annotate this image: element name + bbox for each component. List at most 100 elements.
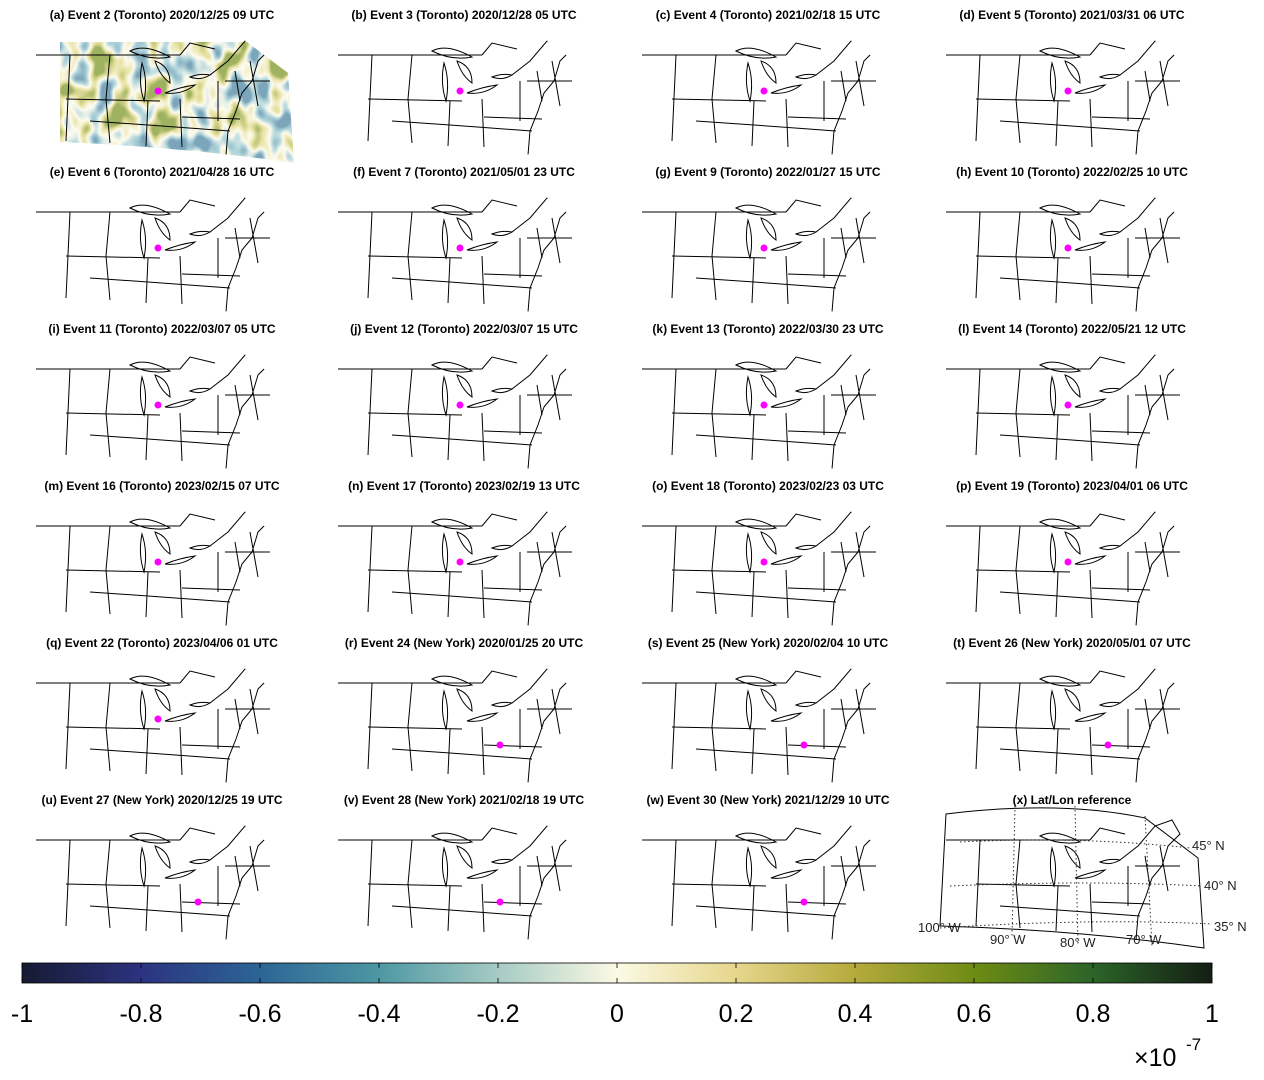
panel-title: (o) Event 18 (Toronto) 2023/02/23 03 UTC: [652, 479, 884, 493]
coastline: [1119, 34, 1181, 156]
border: [551, 217, 561, 264]
border: [407, 525, 413, 615]
border: [483, 901, 543, 905]
border: [407, 54, 413, 144]
coastline: [815, 348, 877, 470]
border: [179, 255, 183, 305]
lake: [1064, 688, 1081, 712]
border: [1089, 412, 1093, 462]
lake: [154, 374, 171, 398]
border: [551, 531, 561, 578]
colorbar-tick-label: -0.8: [119, 1000, 162, 1028]
border: [447, 257, 451, 304]
lake: [745, 846, 753, 888]
lake: [1074, 869, 1107, 879]
border: [999, 277, 1059, 283]
lake: [154, 60, 171, 84]
lake: [1049, 61, 1057, 103]
border: [671, 839, 677, 927]
border: [449, 124, 533, 132]
lake: [128, 361, 172, 373]
coastline: [511, 191, 573, 313]
field: [30, 493, 294, 634]
border: [481, 255, 485, 305]
border: [65, 54, 71, 142]
border: [447, 728, 451, 775]
lake: [154, 217, 171, 241]
city-marker: [800, 741, 808, 749]
border: [787, 430, 847, 434]
lake: [734, 361, 778, 373]
border: [234, 541, 241, 573]
border: [483, 744, 543, 748]
border: [1089, 255, 1093, 305]
lake: [770, 712, 803, 722]
border: [975, 682, 981, 770]
lake: [1064, 374, 1081, 398]
coastline: [1119, 348, 1181, 470]
lake: [1074, 398, 1107, 408]
border: [391, 748, 451, 754]
lake: [734, 204, 778, 216]
graticule: [1011, 805, 1016, 937]
coastline: [815, 191, 877, 313]
lake: [1074, 84, 1107, 94]
panel-title: (u) Event 27 (New York) 2020/12/25 19 UT…: [42, 793, 283, 807]
lake: [154, 531, 171, 555]
lake: [734, 675, 778, 687]
lake: [770, 398, 803, 408]
border: [695, 591, 755, 597]
coastline: [209, 819, 271, 941]
graticule: [1144, 815, 1153, 947]
border: [1159, 531, 1169, 578]
field: [940, 650, 1204, 791]
border: [481, 199, 518, 213]
border: [785, 98, 789, 148]
lat-label: 40° N: [1204, 878, 1237, 893]
field: [636, 336, 900, 477]
field: [636, 493, 900, 634]
border: [785, 726, 789, 776]
border: [367, 368, 373, 456]
lake: [139, 532, 147, 574]
border: [367, 839, 373, 927]
border: [551, 60, 561, 107]
border: [1015, 525, 1021, 615]
city-marker: [800, 898, 808, 906]
border: [855, 217, 865, 264]
coastline: [209, 662, 271, 784]
lake: [1064, 217, 1081, 241]
lake: [770, 555, 803, 565]
border: [234, 855, 241, 887]
lake: [430, 675, 474, 687]
border: [147, 438, 231, 446]
border: [1089, 42, 1126, 56]
border: [1015, 54, 1021, 144]
lake: [734, 832, 778, 844]
border: [536, 384, 543, 416]
border: [1089, 199, 1126, 213]
panel-title: (i) Event 11 (Toronto) 2022/03/07 05 UTC: [48, 322, 276, 336]
border: [855, 531, 865, 578]
border: [1091, 587, 1151, 591]
coastline: [209, 34, 271, 156]
border: [695, 277, 755, 283]
lon-label: 90° W: [990, 932, 1026, 947]
border: [391, 120, 451, 126]
border: [179, 98, 183, 148]
lake: [1064, 845, 1081, 869]
border: [89, 277, 149, 283]
border: [975, 839, 981, 927]
map-panel: [636, 807, 900, 948]
border: [1089, 356, 1126, 370]
border: [999, 748, 1059, 754]
border: [711, 368, 717, 458]
border: [179, 827, 216, 841]
border: [787, 116, 847, 120]
lake: [441, 61, 449, 103]
border: [999, 120, 1059, 126]
border: [840, 227, 847, 259]
map-panel: [332, 493, 596, 634]
city-marker: [760, 87, 768, 95]
lake: [441, 846, 449, 888]
